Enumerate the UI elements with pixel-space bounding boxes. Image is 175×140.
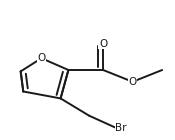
Text: O: O <box>37 53 46 63</box>
Text: O: O <box>99 39 107 49</box>
Text: Br: Br <box>115 122 127 133</box>
Text: O: O <box>128 77 137 87</box>
